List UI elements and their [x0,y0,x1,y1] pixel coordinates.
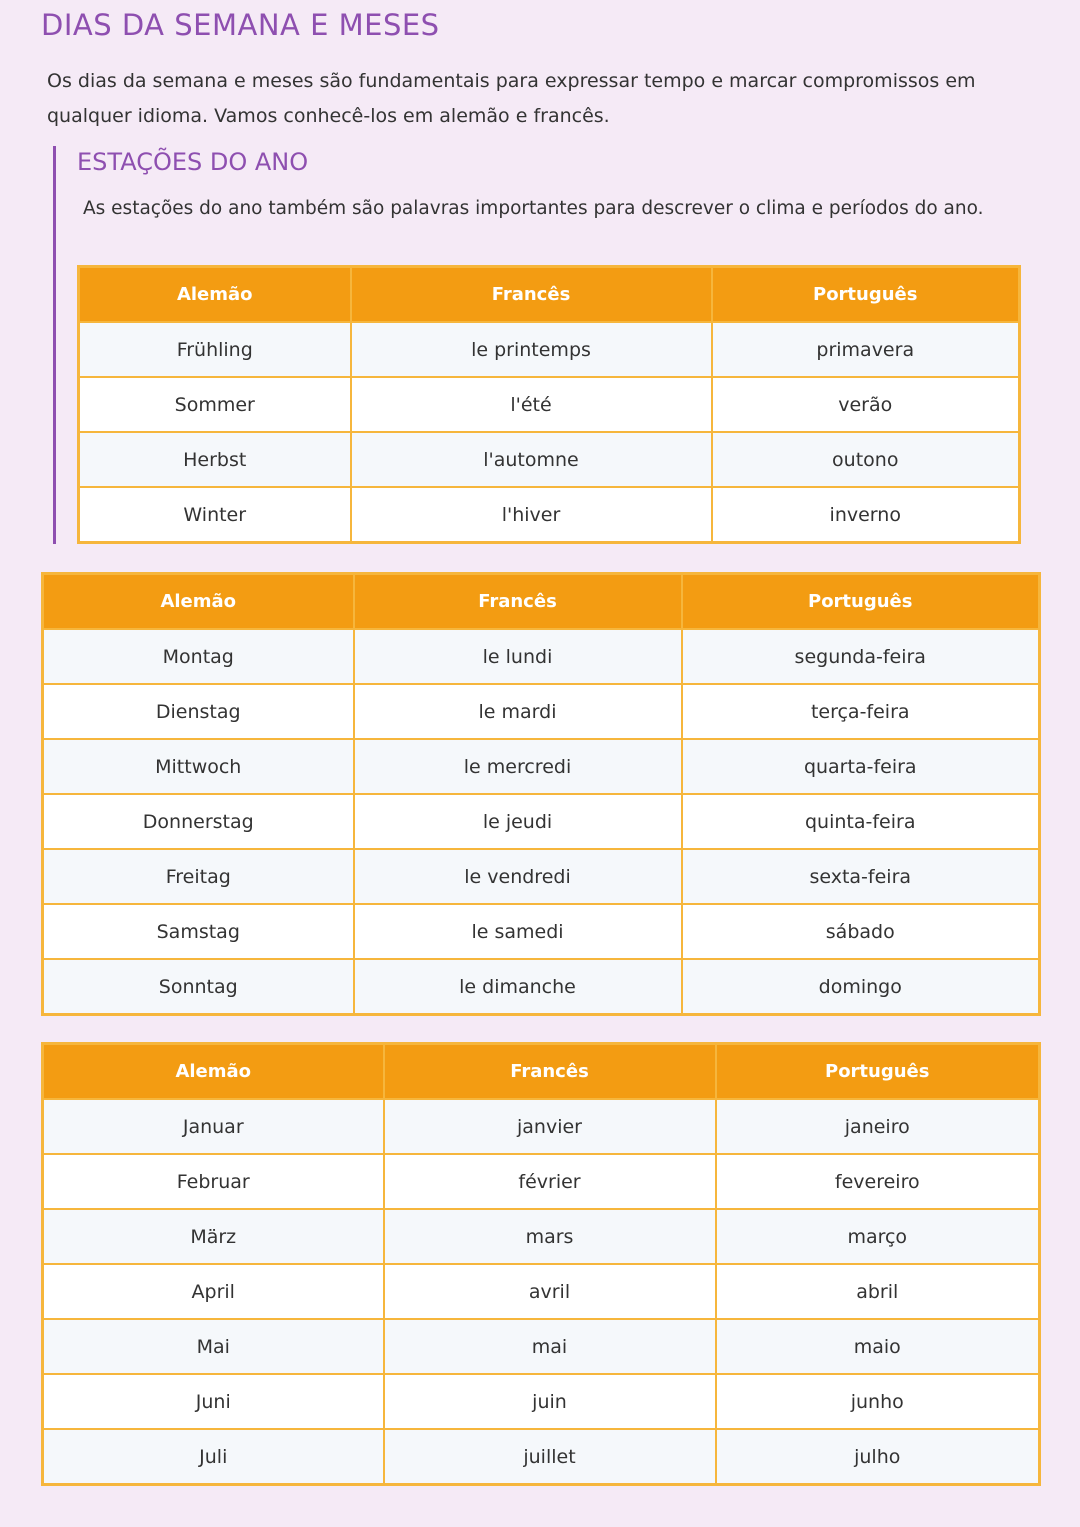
column-header: Português [680,572,1041,630]
column-header: Francês [382,1042,717,1100]
table-cell: l'été [349,376,713,433]
table-row: Juni juin junho [41,1373,1041,1430]
table-cell: février [382,1153,717,1210]
table-cell: fevereiro [714,1153,1041,1210]
table-cell: le mercredi [352,738,683,795]
table-cell: Herbst [77,431,352,488]
header-row: Alemão Francês Português [41,572,1041,630]
table-row: März mars março [41,1208,1041,1265]
table-cell: Sommer [77,376,352,433]
table-cell: sábado [680,903,1041,960]
table-cell: mai [382,1318,717,1375]
table-row: Mittwoch le mercredi quarta-feira [41,738,1041,795]
table-cell: juillet [382,1428,717,1486]
table-cell: janeiro [714,1098,1041,1155]
intro-text: Os dias da semana e meses são fundamenta… [47,70,976,127]
table-cell: terça-feira [680,683,1041,740]
table-row: Sonntag le dimanche domingo [41,958,1041,1016]
table-cell: Freitag [41,848,355,905]
table-cell: Montag [41,628,355,685]
table-cell: Juni [41,1373,385,1430]
table-cell: Samstag [41,903,355,960]
table-cell: juin [382,1373,717,1430]
table-cell: quinta-feira [680,793,1041,850]
column-header: Português [714,1042,1041,1100]
column-header: Alemão [41,1042,385,1100]
months-table: Alemão Francês Português Januar janvier janei… [41,1042,1041,1486]
column-header: Francês [352,572,683,630]
table-cell: julho [714,1428,1041,1486]
table-cell: Frühling [77,321,352,378]
table-row: Montag le lundi segunda-feira [41,628,1041,685]
table-row: Mai mai maio [41,1318,1041,1375]
table-row: Freitag le vendredi sexta-feira [41,848,1041,905]
table-cell: Donnerstag [41,793,355,850]
table-row: Samstag le samedi sábado [41,903,1041,960]
table-cell: Januar [41,1098,385,1155]
page-title: DIAS DA SEMANA E MESES [41,8,440,42]
table-cell: März [41,1208,385,1265]
table-cell: outono [710,431,1021,488]
column-header: Alemão [77,265,352,323]
table-row: Sommer l'été verão [77,376,1021,433]
table-cell: April [41,1263,385,1320]
table-cell: domingo [680,958,1041,1016]
table-cell: primavera [710,321,1021,378]
table-cell: le mardi [352,683,683,740]
table-row: Januar janvier janeiro [41,1098,1041,1155]
table-row: Winter l'hiver inverno [77,486,1021,544]
days-table: Alemão Francês Português Montag le lundi segu… [41,572,1041,1016]
seasons-text: As estações do ano também são palavras i… [83,198,984,219]
seasons-heading: ESTAÇÕES DO ANO [77,148,309,176]
table-row: Februar février fevereiro [41,1153,1041,1210]
table-cell: abril [714,1263,1041,1320]
table-cell: le printemps [349,321,713,378]
table-cell: Mai [41,1318,385,1375]
table-cell: quarta-feira [680,738,1041,795]
table-cell: Mittwoch [41,738,355,795]
table-cell: le samedi [352,903,683,960]
table-row: April avril abril [41,1263,1041,1320]
table-cell: Juli [41,1428,385,1486]
table-cell: l'automne [349,431,713,488]
table-cell: le lundi [352,628,683,685]
table-cell: avril [382,1263,717,1320]
header-row: Alemão Francês Português [77,265,1021,323]
column-header: Português [710,265,1021,323]
table-cell: le jeudi [352,793,683,850]
table-cell: Winter [77,486,352,544]
table-cell: l'hiver [349,486,713,544]
header-row: Alemão Francês Português [41,1042,1041,1100]
table-cell: le vendredi [352,848,683,905]
table-cell: março [714,1208,1041,1265]
table-row: Dienstag le mardi terça-feira [41,683,1041,740]
seasons-table: Alemão Francês Português Frühling le printem… [77,265,1021,544]
table-cell: Sonntag [41,958,355,1016]
column-header: Francês [349,265,713,323]
table-cell: Februar [41,1153,385,1210]
table-cell: verão [710,376,1021,433]
table-cell: mars [382,1208,717,1265]
table-cell: segunda-feira [680,628,1041,685]
table-cell: sexta-feira [680,848,1041,905]
table-cell: maio [714,1318,1041,1375]
table-row: Herbst l'automne outono [77,431,1021,488]
table-cell: inverno [710,486,1021,544]
table-cell: Dienstag [41,683,355,740]
table-cell: le dimanche [352,958,683,1016]
table-row: Donnerstag le jeudi quinta-feira [41,793,1041,850]
table-row: Frühling le printemps primavera [77,321,1021,378]
table-row: Juli juillet julho [41,1428,1041,1486]
section-accent-bar [53,146,56,544]
column-header: Alemão [41,572,355,630]
table-cell: junho [714,1373,1041,1430]
table-cell: janvier [382,1098,717,1155]
